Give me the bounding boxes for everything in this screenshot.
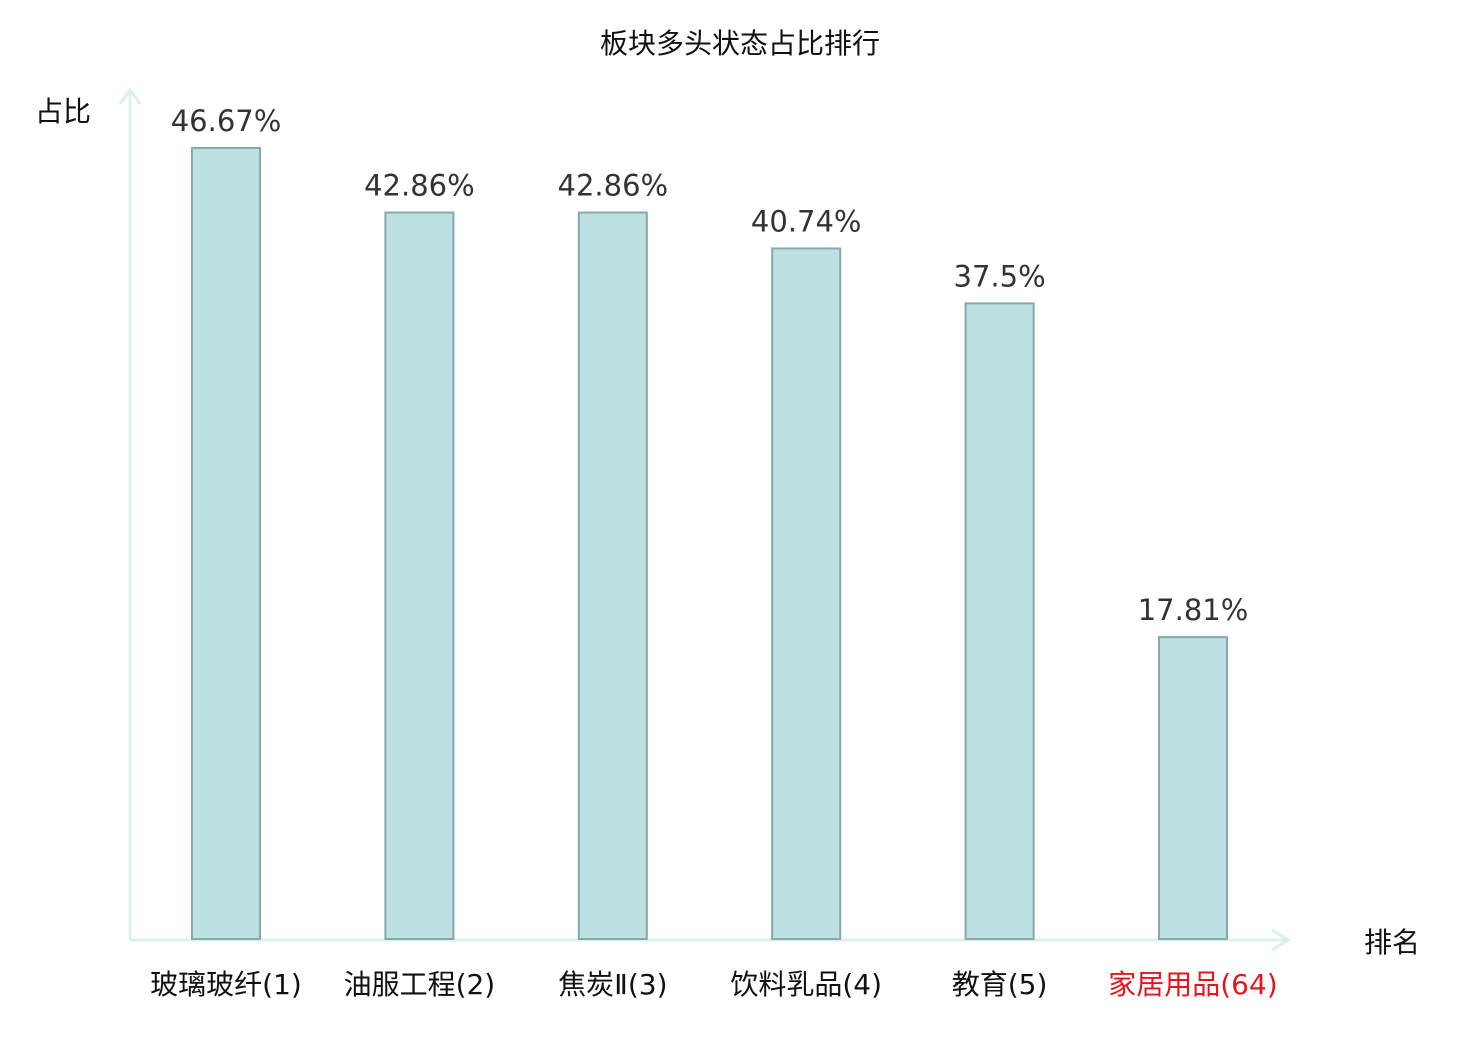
x-axis-label: 排名: [1364, 926, 1420, 959]
data-label: 37.5%: [954, 259, 1046, 293]
x-tick-label: 油服工程(2): [344, 968, 496, 1001]
x-axis-arrow-icon: [1271, 928, 1291, 952]
x-axis: [130, 928, 1291, 952]
bar: [964, 302, 1035, 940]
bar: [577, 211, 648, 940]
data-label: 40.74%: [751, 204, 862, 238]
x-tick-label: 焦炭Ⅱ(3): [558, 968, 667, 1001]
x-tick-label: 教育(5): [952, 968, 1048, 1001]
y-axis-label: 占比: [35, 95, 91, 128]
x-tick-label: 饮料乳品(4): [730, 968, 882, 1001]
bar: [384, 211, 455, 940]
data-label: 46.67%: [171, 104, 282, 138]
bar: [191, 146, 261, 941]
bar: [1158, 636, 1228, 940]
data-label: 42.86%: [558, 169, 669, 203]
chart-title: 板块多头状态占比排行: [600, 27, 880, 60]
data-label: 42.86%: [364, 169, 475, 203]
data-label: 17.81%: [1138, 593, 1249, 627]
bar: [771, 247, 842, 941]
x-tick-label: 玻璃玻纤(1): [150, 968, 302, 1001]
y-axis-arrow-icon: [118, 87, 142, 105]
y-axis: [118, 87, 142, 940]
x-tick-label: 家居用品(64): [1108, 968, 1277, 1001]
